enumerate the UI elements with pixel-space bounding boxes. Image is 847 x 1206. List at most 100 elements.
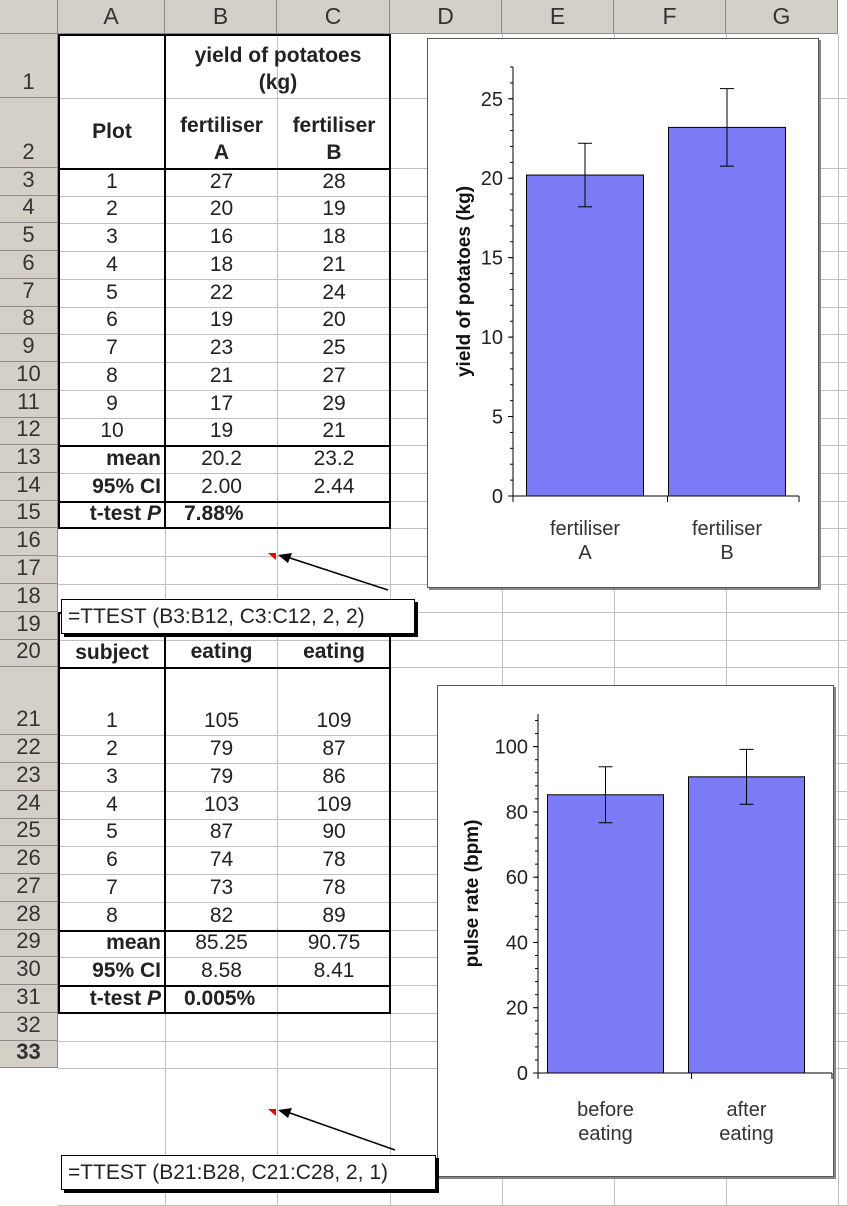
table1-row-id[interactable]: 6 <box>106 308 118 331</box>
table2-value-c[interactable]: 87 <box>322 737 346 760</box>
table1-value-b[interactable]: 18 <box>209 253 234 276</box>
table2-mean-b[interactable]: 85.25 <box>195 931 248 954</box>
row-header-32[interactable]: 32 <box>0 1012 58 1041</box>
table2-mean-label[interactable]: mean <box>106 931 161 954</box>
table1-value-c[interactable]: 29 <box>322 392 346 415</box>
table2-value-b[interactable]: 105 <box>203 709 240 732</box>
table2-value-c[interactable]: 109 <box>316 793 352 816</box>
column-header-d[interactable]: D <box>390 0 502 34</box>
row-header-1[interactable]: 1 <box>0 34 58 98</box>
row-header-24[interactable]: 24 <box>0 790 58 819</box>
row-header-18[interactable]: 18 <box>0 583 58 612</box>
row-header-30[interactable]: 30 <box>0 956 58 985</box>
column-header-c[interactable]: C <box>277 0 390 34</box>
row-header-8[interactable]: 8 <box>0 305 58 334</box>
table1-value-b[interactable]: 22 <box>209 281 234 304</box>
table1-value-b[interactable]: 27 <box>209 170 234 193</box>
table2-ci-label[interactable]: 95% CI <box>92 959 161 982</box>
table1-value-c[interactable]: 18 <box>322 225 346 248</box>
table2-row-id[interactable]: 8 <box>106 904 118 927</box>
row-header-3[interactable]: 3 <box>0 167 58 196</box>
table1-row-id[interactable]: 9 <box>106 392 118 415</box>
table1-value-b[interactable]: 16 <box>209 225 234 248</box>
table1-value-b[interactable]: 19 <box>209 419 234 442</box>
row-header-22[interactable]: 22 <box>0 734 58 763</box>
table1-col-c-header[interactable]: fertiliser B <box>278 98 390 168</box>
row-header-29[interactable]: 29 <box>0 928 58 957</box>
table1-value-c[interactable]: 21 <box>322 253 346 276</box>
table1-col-label[interactable]: Plot <box>92 120 132 143</box>
table2-value-b[interactable]: 103 <box>203 793 240 816</box>
table1-row-id[interactable]: 2 <box>106 197 118 220</box>
row-header-23[interactable]: 23 <box>0 762 58 791</box>
table1-value-c[interactable]: 21 <box>322 419 346 442</box>
row-header-6[interactable]: 6 <box>0 250 58 279</box>
table1-mean-c[interactable]: 23.2 <box>313 447 355 470</box>
column-header-f[interactable]: F <box>614 0 726 34</box>
ttest-formula-comment-2[interactable]: =TTEST (B21:B28, C21:C28, 2, 1) <box>61 1155 436 1190</box>
row-header-7[interactable]: 7 <box>0 278 58 307</box>
table1-value-b[interactable]: 19 <box>209 308 234 331</box>
table2-row-id[interactable]: 1 <box>106 709 118 732</box>
table2-value-b[interactable]: 79 <box>209 737 234 760</box>
row-header-9[interactable]: 9 <box>0 333 58 362</box>
table2-row-id[interactable]: 3 <box>106 765 118 788</box>
row-header-27[interactable]: 27 <box>0 873 58 902</box>
table1-value-c[interactable]: 20 <box>322 308 346 331</box>
table2-row-id[interactable]: 7 <box>106 876 118 899</box>
table2-value-b[interactable]: 74 <box>209 848 234 871</box>
row-header-12[interactable]: 12 <box>0 416 58 445</box>
table1-value-b[interactable]: 17 <box>209 392 234 415</box>
row-header-5[interactable]: 5 <box>0 222 58 251</box>
row-header-33[interactable]: 33 <box>0 1039 58 1068</box>
table1-ci-label[interactable]: 95% CI <box>92 475 161 498</box>
column-header-g[interactable]: G <box>726 0 838 34</box>
table1-ttest-label[interactable]: t-test P <box>59 501 165 528</box>
row-header-10[interactable]: 10 <box>0 361 58 390</box>
table2-value-b[interactable]: 82 <box>209 904 234 927</box>
table2-row-id[interactable]: 4 <box>106 793 118 816</box>
table2-value-b[interactable]: 73 <box>209 876 234 899</box>
table1-ci-b[interactable]: 2.00 <box>201 475 242 498</box>
table1-row-id[interactable]: 1 <box>106 170 118 193</box>
row-header-28[interactable]: 28 <box>0 901 58 930</box>
row-header-16[interactable]: 16 <box>0 527 58 556</box>
table2-ci-c[interactable]: 8.41 <box>313 959 355 982</box>
row-header-2[interactable]: 2 <box>0 98 58 168</box>
table1-value-c[interactable]: 27 <box>322 364 346 387</box>
table2-row-id[interactable]: 5 <box>106 820 118 843</box>
row-header-25[interactable]: 25 <box>0 817 58 846</box>
table1-row-id[interactable]: 8 <box>106 364 118 387</box>
table2-value-b[interactable]: 79 <box>209 765 234 788</box>
table1-row-id[interactable]: 7 <box>106 336 118 359</box>
row-header-26[interactable]: 26 <box>0 845 58 874</box>
table1-value-b[interactable]: 20 <box>209 197 234 220</box>
table1-ci-c[interactable]: 2.44 <box>313 475 355 498</box>
table2-ttest-label[interactable]: t-test P <box>59 985 165 1013</box>
row-header-17[interactable]: 17 <box>0 555 58 584</box>
table1-value-c[interactable]: 28 <box>322 170 346 193</box>
table1-mean-b[interactable]: 20.2 <box>201 447 242 470</box>
row-header-13[interactable]: 13 <box>0 444 58 473</box>
table1-col-b-header[interactable]: fertiliser A <box>166 98 277 168</box>
table1-ttest-value[interactable]: 7.88% <box>184 502 244 525</box>
table1-value-c[interactable]: 24 <box>322 281 346 304</box>
table2-value-c[interactable]: 90 <box>322 820 346 843</box>
table2-row-id[interactable]: 6 <box>106 848 118 871</box>
pulse-rate-chart[interactable]: 0 20 40 60 80 100 before eating after eating pulse… <box>437 685 834 1177</box>
table2-ttest-value[interactable]: 0.005% <box>184 987 256 1010</box>
table1-group-header[interactable]: yield of potatoes (kg) <box>166 34 390 98</box>
column-header-a[interactable]: A <box>58 0 165 34</box>
table2-value-c[interactable]: 89 <box>322 904 346 927</box>
table1-value-b[interactable]: 21 <box>209 364 234 387</box>
table1-mean-label[interactable]: mean <box>106 447 161 470</box>
row-header-11[interactable]: 11 <box>0 389 58 418</box>
table2-row-id[interactable]: 2 <box>106 737 118 760</box>
row-header-19[interactable]: 19 <box>0 611 58 640</box>
ttest-formula-comment-1[interactable]: =TTEST (B3:B12, C3:C12, 2, 2) <box>61 599 415 634</box>
table1-value-c[interactable]: 19 <box>322 197 346 220</box>
table1-row-id[interactable]: 10 <box>100 419 124 442</box>
select-all-corner[interactable] <box>0 0 58 34</box>
table1-row-id[interactable]: 5 <box>106 281 118 304</box>
